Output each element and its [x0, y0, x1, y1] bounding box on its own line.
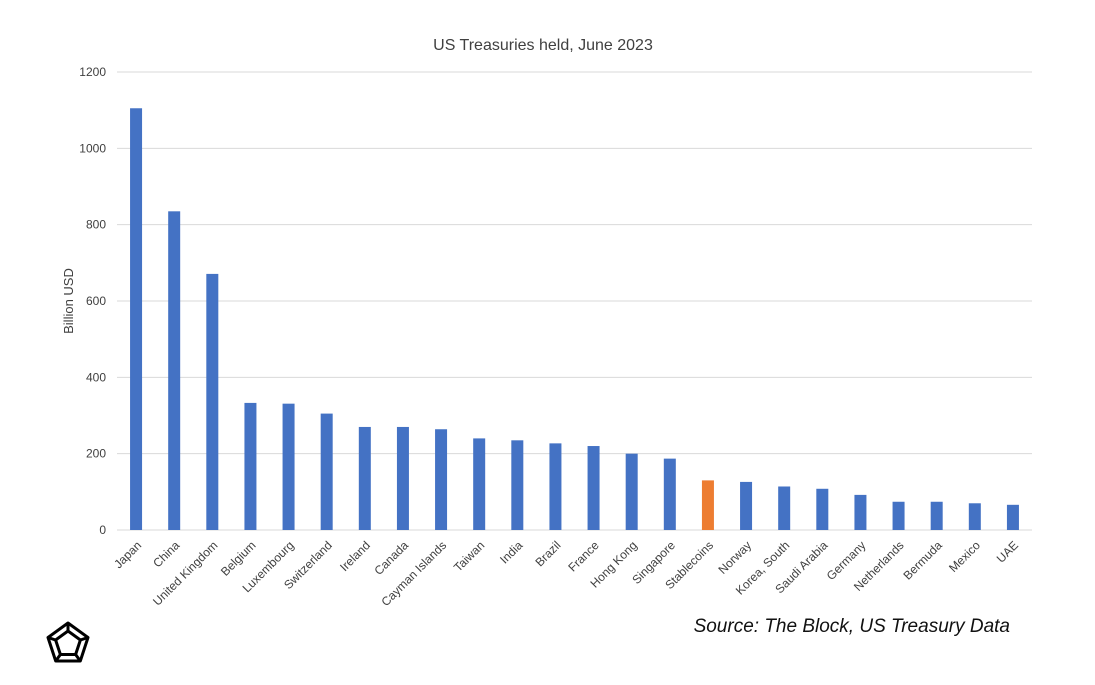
category-label: Ireland: [337, 538, 373, 574]
category-label: China: [150, 538, 182, 570]
category-label: Mexico: [946, 538, 983, 575]
category-label: France: [565, 538, 602, 575]
y-tick-label: 0: [99, 523, 106, 537]
bar-taiwan: [473, 438, 486, 530]
bar-canada: [396, 426, 409, 530]
bar-luxembourg: [282, 403, 295, 530]
y-tick-label: 800: [86, 218, 106, 232]
bar-hong-kong: [625, 453, 638, 530]
y-axis-title: Billion USD: [61, 268, 76, 334]
y-tick-label: 1200: [79, 65, 106, 79]
y-tick-label: 1000: [79, 141, 106, 155]
bar-saudi-arabia: [816, 488, 829, 530]
category-label: Brazil: [532, 538, 563, 569]
bar-germany: [854, 494, 867, 530]
bar-netherlands: [892, 501, 905, 530]
bars: [130, 108, 1019, 530]
bar-brazil: [549, 443, 562, 530]
category-label: Cayman Islands: [378, 538, 449, 609]
bar-ireland: [358, 426, 371, 530]
bar-uae: [1006, 504, 1019, 530]
bar-switzerland: [320, 413, 333, 530]
category-label: Bermuda: [900, 538, 945, 583]
bar-stablecoins: [701, 480, 714, 530]
category-label: Taiwan: [451, 538, 487, 574]
bar-china: [168, 211, 181, 530]
bar-singapore: [663, 458, 676, 530]
bar-belgium: [244, 402, 257, 530]
y-tick-label: 600: [86, 294, 106, 308]
bar-norway: [740, 481, 753, 530]
y-axis-ticks: 0 200 400 600 800 1000 1200: [79, 65, 106, 537]
chart-title: US Treasuries held, June 2023: [433, 37, 653, 54]
bar-japan: [130, 108, 143, 530]
bar-france: [587, 446, 600, 530]
category-label: Japan: [111, 538, 144, 571]
category-label: India: [497, 538, 526, 567]
pentagon-logo-icon: [46, 621, 90, 663]
gridlines: [117, 71, 1032, 531]
bar-india: [511, 440, 524, 530]
category-label: UAE: [994, 538, 1021, 565]
bar-cayman-islands: [435, 429, 448, 530]
bar-united-kingdom: [206, 273, 219, 530]
source-note: Source: The Block, US Treasury Data: [694, 616, 1010, 637]
y-tick-label: 400: [86, 370, 106, 384]
bar-bermuda: [930, 501, 943, 530]
y-tick-label: 200: [86, 447, 106, 461]
bar-korea-south: [778, 486, 791, 530]
bar-mexico: [968, 503, 981, 530]
